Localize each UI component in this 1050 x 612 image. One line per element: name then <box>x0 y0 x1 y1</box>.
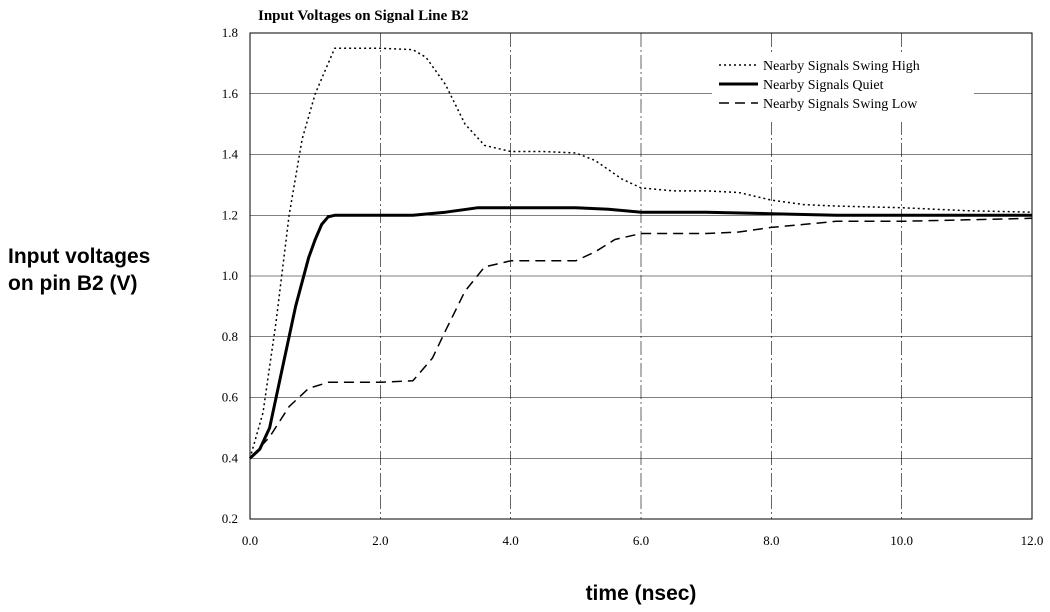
y-axis-label-line-2: on pin B2 (V) <box>8 272 138 295</box>
x-tick-label: 4.0 <box>503 533 519 548</box>
y-tick-labels: 0.2 0.4 0.6 0.8 1.0 1.2 1.4 1.6 1.8 <box>222 25 239 526</box>
y-axis-label-line-1: Input voltages <box>8 245 150 268</box>
y-tick-label: 1.0 <box>222 268 238 283</box>
chart-title: Input Voltages on Signal Line B2 <box>258 8 469 24</box>
x-tick-label: 10.0 <box>890 533 913 548</box>
x-tick-label: 2.0 <box>372 533 388 548</box>
x-tick-label: 0.0 <box>242 533 258 548</box>
x-tick-labels: 0.0 2.0 4.0 6.0 8.0 10.0 12.0 <box>242 533 1044 548</box>
y-tick-label: 1.4 <box>222 147 239 162</box>
legend-label: Nearby Signals Quiet <box>763 78 884 93</box>
y-tick-label: 1.8 <box>222 25 238 40</box>
legend-background <box>712 52 974 122</box>
legend-label: Nearby Signals Swing High <box>763 59 920 74</box>
y-tick-label: 0.8 <box>222 329 238 344</box>
series-line-dashed <box>249 217 1033 459</box>
plot-frame <box>249 32 1033 520</box>
x-tick-label: 6.0 <box>633 533 649 548</box>
x-tick-label: 8.0 <box>763 533 779 548</box>
y-tick-label: 1.2 <box>222 207 238 222</box>
y-tick-label: 0.2 <box>222 511 238 526</box>
legend: Nearby Signals Swing High Nearby Signals … <box>712 52 974 122</box>
series-layer <box>248 47 1033 460</box>
y-tick-label: 1.6 <box>222 86 239 101</box>
y-tick-label: 0.4 <box>222 450 239 465</box>
y-tick-label: 0.6 <box>222 390 239 405</box>
x-tick-label: 12.0 <box>1021 533 1044 548</box>
series-line-solid <box>248 206 1032 460</box>
x-axis-label: time (nsec) <box>586 582 697 605</box>
legend-label: Nearby Signals Swing Low <box>763 97 918 112</box>
